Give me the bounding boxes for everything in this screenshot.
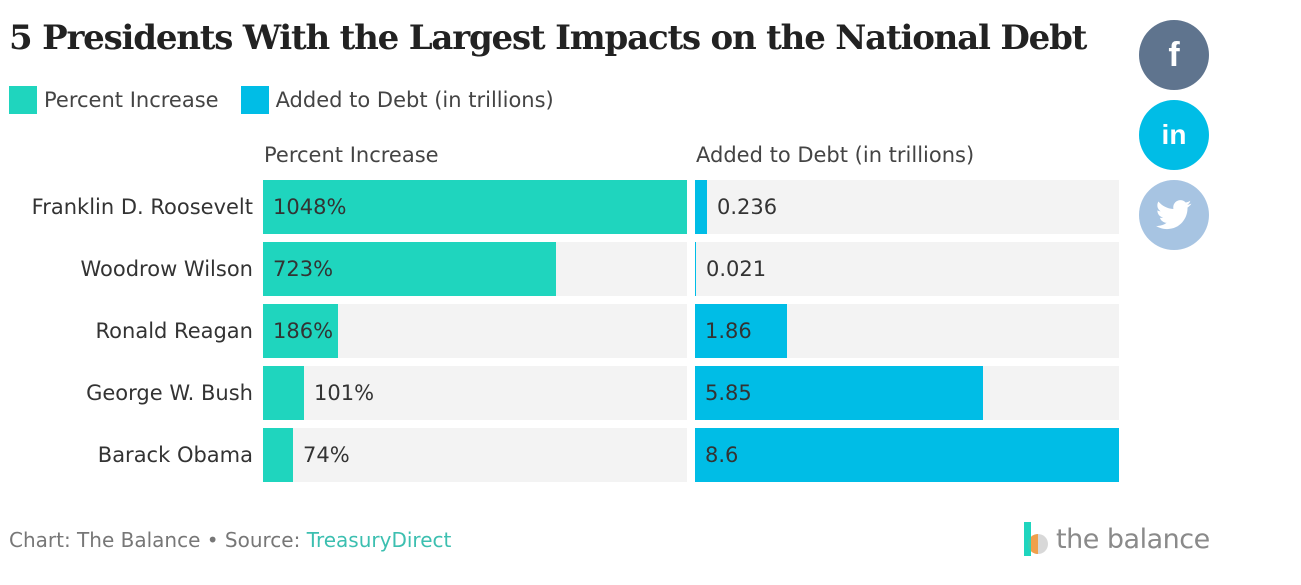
bar-percent-franklin-d-roosevelt[interactable] — [263, 180, 687, 234]
bar-percent-george-w-bush[interactable] — [263, 366, 304, 420]
bar-track-percent-ronald-reagan: 186% — [263, 304, 687, 358]
bar-track-debt-ronald-reagan: 1.86 — [695, 304, 1119, 358]
brand-logo: the balance — [1024, 522, 1210, 556]
bar-track-percent-george-w-bush: 101% — [263, 366, 687, 420]
bar-debt-barack-obama[interactable] — [695, 428, 1119, 482]
data-label-percent-barack-obama: 74% — [303, 443, 350, 467]
facebook-share-button[interactable]: f — [1139, 20, 1209, 90]
legend-swatch-debt — [240, 86, 269, 114]
data-label-percent-george-w-bush: 101% — [314, 381, 375, 405]
facebook-icon: f — [1168, 35, 1180, 74]
bar-percent-ronald-reagan[interactable] — [263, 304, 338, 358]
balance-logo-icon — [1024, 522, 1048, 556]
bar-track-debt-barack-obama: 8.6 — [695, 428, 1119, 482]
data-label-debt-george-w-bush: 5.85 — [705, 381, 752, 405]
chart-footer: Chart: The Balance • Source: TreasuryDir… — [9, 528, 451, 552]
linkedin-icon: in — [1161, 119, 1187, 150]
bar-track-debt-franklin-d-roosevelt: 0.236 — [695, 180, 1119, 234]
legend-item-debt: Added to Debt (in trillions) — [240, 86, 554, 114]
data-label-debt-ronald-reagan: 1.86 — [705, 319, 752, 343]
panel-header-debt: Added to Debt (in trillions) — [696, 143, 975, 167]
linkedin-share-button[interactable]: in — [1139, 100, 1209, 170]
chart-title: 5 Presidents With the Largest Impacts on… — [9, 18, 1087, 58]
legend-item-percent: Percent Increase — [9, 86, 219, 114]
category-label-george-w-bush: George W. Bush — [86, 381, 253, 405]
bar-track-debt-woodrow-wilson: 0.021 — [695, 242, 1119, 296]
bar-debt-franklin-d-roosevelt[interactable] — [695, 180, 707, 234]
twitter-icon — [1156, 200, 1192, 230]
bar-track-percent-franklin-d-roosevelt: 1048% — [263, 180, 687, 234]
bar-track-percent-barack-obama: 74% — [263, 428, 687, 482]
category-label-woodrow-wilson: Woodrow Wilson — [80, 257, 253, 281]
bar-track-percent-woodrow-wilson: 723% — [263, 242, 687, 296]
legend-label-debt: Added to Debt (in trillions) — [275, 88, 554, 112]
legend-swatch-percent — [9, 86, 37, 114]
bar-debt-ronald-reagan[interactable] — [695, 304, 787, 358]
category-label-barack-obama: Barack Obama — [97, 443, 253, 467]
data-label-debt-franklin-d-roosevelt: 0.236 — [717, 195, 778, 219]
data-label-percent-ronald-reagan: 186% — [273, 319, 334, 343]
footer-credit: Chart: The Balance • Source: — [9, 528, 307, 552]
data-label-debt-barack-obama: 8.6 — [705, 443, 739, 467]
bar-track-debt-george-w-bush: 5.85 — [695, 366, 1119, 420]
twitter-share-button[interactable] — [1139, 180, 1209, 250]
source-link[interactable]: TreasuryDirect — [306, 528, 452, 552]
data-label-debt-woodrow-wilson: 0.021 — [706, 257, 767, 281]
bar-percent-woodrow-wilson[interactable] — [263, 242, 556, 296]
category-label-franklin-d-roosevelt: Franklin D. Roosevelt — [31, 195, 253, 219]
bar-debt-woodrow-wilson[interactable] — [695, 242, 696, 296]
data-label-percent-woodrow-wilson: 723% — [273, 257, 334, 281]
data-label-percent-franklin-d-roosevelt: 1048% — [273, 195, 347, 219]
category-label-ronald-reagan: Ronald Reagan — [95, 319, 253, 343]
panel-header-percent: Percent Increase — [264, 143, 439, 167]
brand-wordmark: the balance — [1056, 523, 1210, 555]
bar-debt-george-w-bush[interactable] — [695, 366, 983, 420]
legend-label-percent: Percent Increase — [44, 88, 219, 112]
legend: Percent Increase Added to Debt (in trill… — [9, 86, 576, 114]
bar-percent-barack-obama[interactable] — [263, 428, 293, 482]
